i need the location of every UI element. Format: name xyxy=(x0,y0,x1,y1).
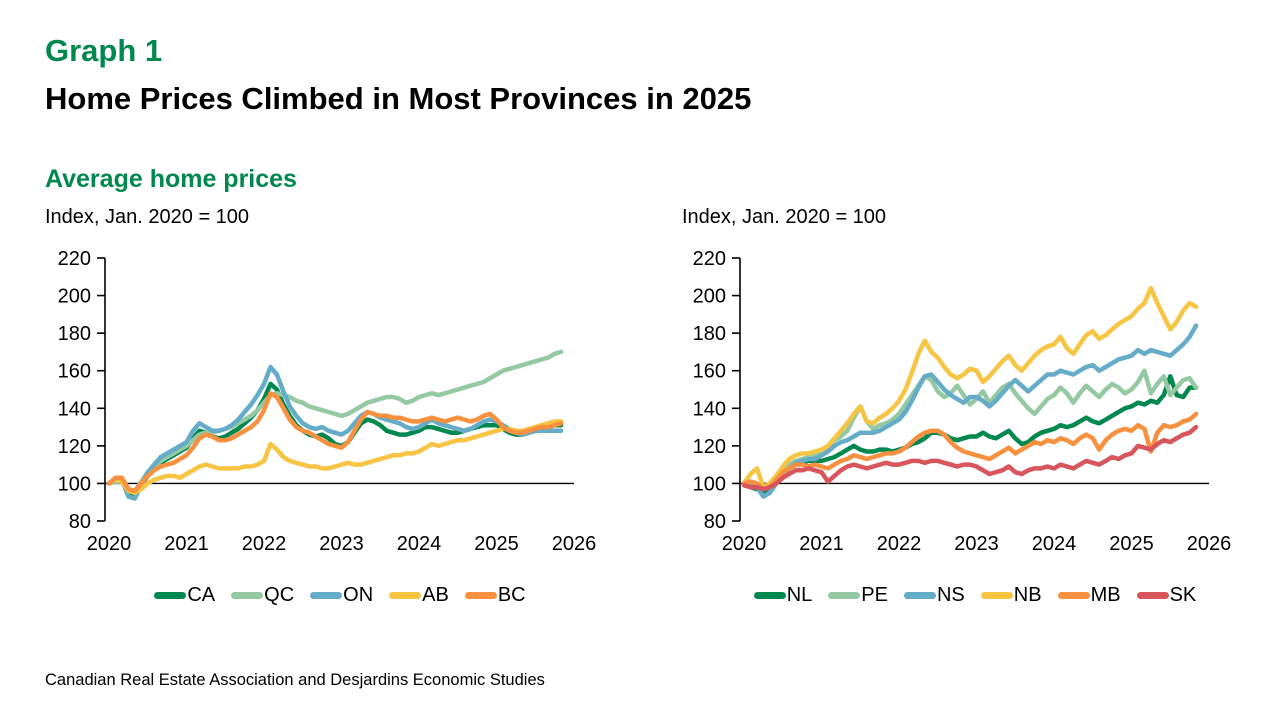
legend-label-MB: MB xyxy=(1090,584,1121,606)
series-line-BC xyxy=(106,391,564,494)
x-tick-label: 2024 xyxy=(397,533,442,555)
series-line-NB xyxy=(741,285,1199,490)
x-tick-label: 2026 xyxy=(552,533,597,555)
x-tick-label: 2021 xyxy=(799,533,844,555)
legend-swatch-PE xyxy=(828,591,861,599)
x-tick-label: 2026 xyxy=(1187,533,1232,555)
x-tick-label: 2023 xyxy=(954,533,999,555)
legend-label-NS: NS xyxy=(936,584,965,606)
legend-swatch-BC xyxy=(464,591,497,599)
y-tick-label: 200 xyxy=(693,286,726,308)
legend-swatch-QC xyxy=(231,591,264,599)
legend-label-CA: CA xyxy=(187,584,216,606)
legend-label-BC: BC xyxy=(497,584,526,606)
y-tick-label: 80 xyxy=(69,511,91,533)
legend-label-SK: SK xyxy=(1169,584,1197,606)
series-line-PE xyxy=(741,368,1199,492)
x-tick-label: 2025 xyxy=(474,533,519,555)
y-tick-label: 100 xyxy=(693,473,726,495)
provinces-large-chart: 80 100 120 140 160 180 200 220 2020 2021 2022 2023 2… xyxy=(58,248,597,555)
y-tick-label: 120 xyxy=(58,436,91,458)
series-line-ON xyxy=(106,364,564,501)
legend-label-ON: ON xyxy=(343,584,374,606)
series-line-NL xyxy=(741,374,1199,496)
legend-label-QC: QC xyxy=(264,584,295,606)
right-axis-note: Index, Jan. 2020 = 100 xyxy=(682,206,887,228)
y-tick-label: 160 xyxy=(693,361,726,383)
legend-item-MB: MB xyxy=(1057,584,1121,606)
y-tick-label: 120 xyxy=(693,436,726,458)
y-tick-label: 140 xyxy=(58,398,91,420)
x-tick-label: 2023 xyxy=(319,533,364,555)
graph-number-label: Graph 1 xyxy=(45,33,163,68)
legend-item-NB: NB xyxy=(980,584,1042,606)
y-tick-label: 80 xyxy=(704,511,726,533)
legend-swatch-NB xyxy=(980,591,1013,599)
x-tick-label: 2021 xyxy=(164,533,209,555)
legend-item-AB: AB xyxy=(389,585,449,605)
source-note: Canadian Real Estate Association and Des… xyxy=(45,671,545,689)
x-tick-label: 2020 xyxy=(87,533,132,555)
provinces-atlantic-prairies-chart: 80 100 120 140 160 180 200 220 2020 2021 2022 2023 2… xyxy=(693,248,1232,555)
y-tick-label: 220 xyxy=(693,248,726,270)
y-tick-label: 160 xyxy=(58,361,91,383)
legend-item-CA: CA xyxy=(154,585,215,605)
series-line-NS xyxy=(741,323,1199,499)
right-chart-legend: NL PE NS NB MB SK xyxy=(740,582,1210,608)
x-tick-label: 2020 xyxy=(722,533,767,555)
legend-swatch-MB xyxy=(1057,591,1090,599)
series-line-QC xyxy=(106,349,564,494)
legend-swatch-SK xyxy=(1136,591,1169,599)
legend-item-BC: BC xyxy=(464,584,526,606)
series-line-SK xyxy=(741,424,1199,492)
chart-subtitle: Average home prices xyxy=(45,165,297,193)
y-tick-label: 220 xyxy=(58,248,91,270)
legend-label-PE: PE xyxy=(861,584,888,606)
legend-item-ON: ON xyxy=(310,585,373,605)
legend-item-NL: NL xyxy=(753,584,813,606)
x-tick-label: 2022 xyxy=(242,533,287,555)
series-line-MB xyxy=(741,411,1199,492)
legend-label-NL: NL xyxy=(786,584,813,606)
legend-swatch-NL xyxy=(753,591,786,599)
series-line-AB xyxy=(106,419,564,496)
left-chart-legend: CA QC ON AB BC xyxy=(105,582,575,608)
legend-item-NS: NS xyxy=(903,584,965,606)
legend-swatch-ON xyxy=(310,591,343,599)
y-tick-label: 200 xyxy=(58,286,91,308)
y-tick-label: 100 xyxy=(58,473,91,495)
legend-swatch-CA xyxy=(154,591,187,599)
x-tick-label: 2025 xyxy=(1109,533,1154,555)
legend-item-QC: QC xyxy=(231,585,294,605)
y-tick-label: 180 xyxy=(58,323,91,345)
x-tick-label: 2022 xyxy=(877,533,922,555)
legend-label-AB: AB xyxy=(422,584,449,606)
legend-item-PE: PE xyxy=(828,585,888,605)
legend-item-SK: SK xyxy=(1136,584,1197,606)
legend-swatch-NS xyxy=(903,591,936,599)
legend-swatch-AB xyxy=(389,591,422,599)
x-tick-label: 2024 xyxy=(1032,533,1077,555)
left-axis-note: Index, Jan. 2020 = 100 xyxy=(45,206,250,228)
y-tick-label: 180 xyxy=(693,323,726,345)
legend-label-NB: NB xyxy=(1013,584,1042,606)
y-tick-label: 140 xyxy=(693,398,726,420)
page-title: Home Prices Climbed in Most Provinces in… xyxy=(45,81,752,116)
